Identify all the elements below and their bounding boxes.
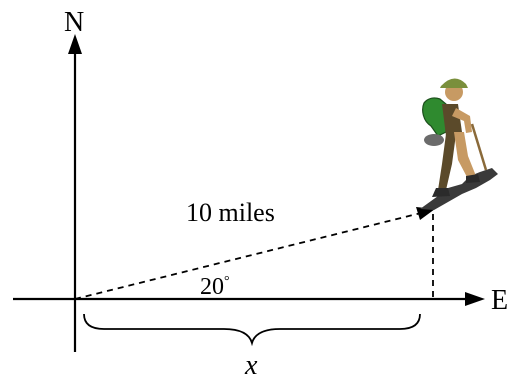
hiker-boot-right [466,174,480,183]
distance-label: 10 miles [186,198,275,227]
hiker-arm [452,108,472,133]
east-axis-arrowhead [465,292,485,306]
displacement-vector-arrowhead [416,207,435,220]
hiker-leg-left [438,134,456,190]
angle-label: 20° [200,274,230,300]
hiker-hat [440,78,468,88]
horizontal-brace [83,313,421,347]
angle-unit-symbol: ° [224,274,230,289]
east-axis-label: E [491,285,508,316]
north-axis-arrowhead [68,34,82,54]
horizontal-distance-label: x [244,350,258,381]
rock-ledge [420,168,498,210]
displacement-vector-line [74,212,422,300]
angle-value: 20 [200,274,224,300]
hiker-boot-left [432,188,450,197]
hiker-leg-right [454,132,476,179]
north-axis-label: N [64,7,84,38]
hiker-backpack [422,97,447,137]
hiker-icon [420,78,498,210]
walking-stick [470,123,488,171]
backpack-roll [424,134,444,146]
